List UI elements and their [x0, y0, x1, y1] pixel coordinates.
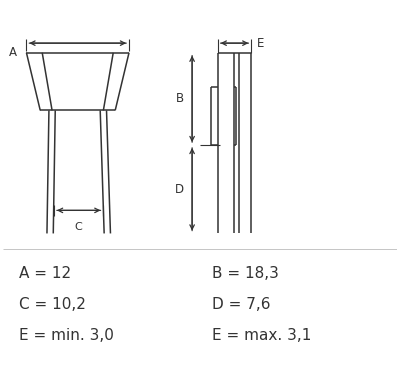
- Text: D = 7,6: D = 7,6: [212, 297, 270, 312]
- Text: A = 12: A = 12: [18, 266, 71, 281]
- Text: B: B: [176, 92, 184, 105]
- Text: E = min. 3,0: E = min. 3,0: [18, 328, 114, 343]
- Text: D: D: [175, 183, 184, 196]
- Text: A: A: [8, 46, 16, 59]
- Text: E = max. 3,1: E = max. 3,1: [212, 328, 311, 343]
- Text: C = 10,2: C = 10,2: [18, 297, 86, 312]
- Text: B = 18,3: B = 18,3: [212, 266, 279, 281]
- Text: E: E: [257, 37, 264, 50]
- Text: C: C: [75, 222, 82, 232]
